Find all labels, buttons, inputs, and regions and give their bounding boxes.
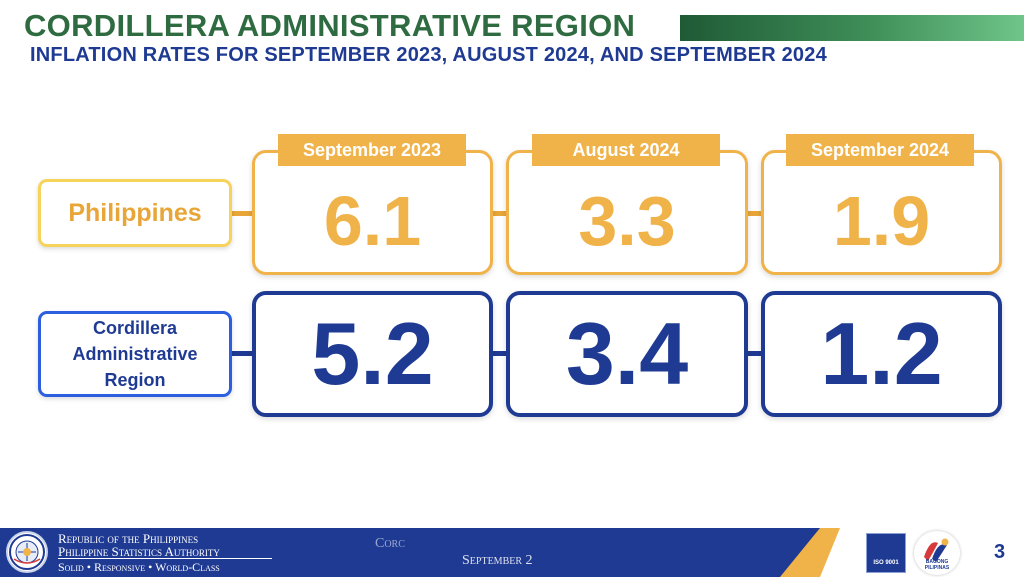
value-card-philippines-aug2024: 3.3 [506,150,748,275]
period-header-sep2023: September 2023 [278,134,466,166]
value-card-car-aug2024: 3.4 [506,291,748,417]
value-text: 3.4 [565,304,689,403]
footer-faded-text: September 2 [462,553,533,568]
connector-philippines [230,211,254,216]
footer-agency-text: Philippine Statistics Authority [58,544,220,559]
footer-tagline-text: Solid • Responsive • World-Class [58,560,220,574]
row-label-text: Philippines [68,198,202,227]
connector-philippines [492,211,506,216]
connector-car [492,351,506,356]
value-card-car-sep2023: 5.2 [252,291,493,417]
iso-badge-text: ISO 9001 [873,560,899,566]
logo-text: BAGONG PILIPINAS [924,559,950,571]
value-card-philippines-sep2023: 6.1 [252,150,493,275]
title-accent-bar [680,15,1024,41]
footer-faded-text: Corc [375,536,405,551]
value-text: 1.2 [820,304,943,403]
value-text: 3.3 [578,181,676,260]
footer-republic-text: Republic of the Philippines [58,531,199,546]
bagong-pilipinas-logo-icon: BAGONG PILIPINAS [914,531,960,575]
value-card-philippines-sep2024: 1.9 [761,150,1002,275]
connector-philippines [747,211,761,216]
connector-car [232,351,254,356]
slide-title: CORDILLERA ADMINISTRATIVE REGION [24,8,636,43]
psa-seal-icon [6,531,48,573]
footer-divider [58,558,272,559]
value-card-car-sep2024: 1.2 [761,291,1002,417]
connector-car [747,351,761,356]
row-label-car: Cordillera Administrative Region [38,311,232,397]
value-text: 6.1 [323,181,422,260]
period-header-aug2024: August 2024 [532,134,720,166]
row-label-philippines: Philippines [38,179,232,247]
slide-subtitle: INFLATION RATES FOR SEPTEMBER 2023, AUGU… [30,44,827,66]
period-header-sep2024: September 2024 [786,134,974,166]
page-number: 3 [994,541,1006,563]
value-text: 1.9 [832,181,931,260]
iso-9001-badge-icon: ISO 9001 [866,533,906,573]
row-label-text: Cordillera Administrative Region [72,318,198,390]
value-text: 5.2 [311,304,434,403]
